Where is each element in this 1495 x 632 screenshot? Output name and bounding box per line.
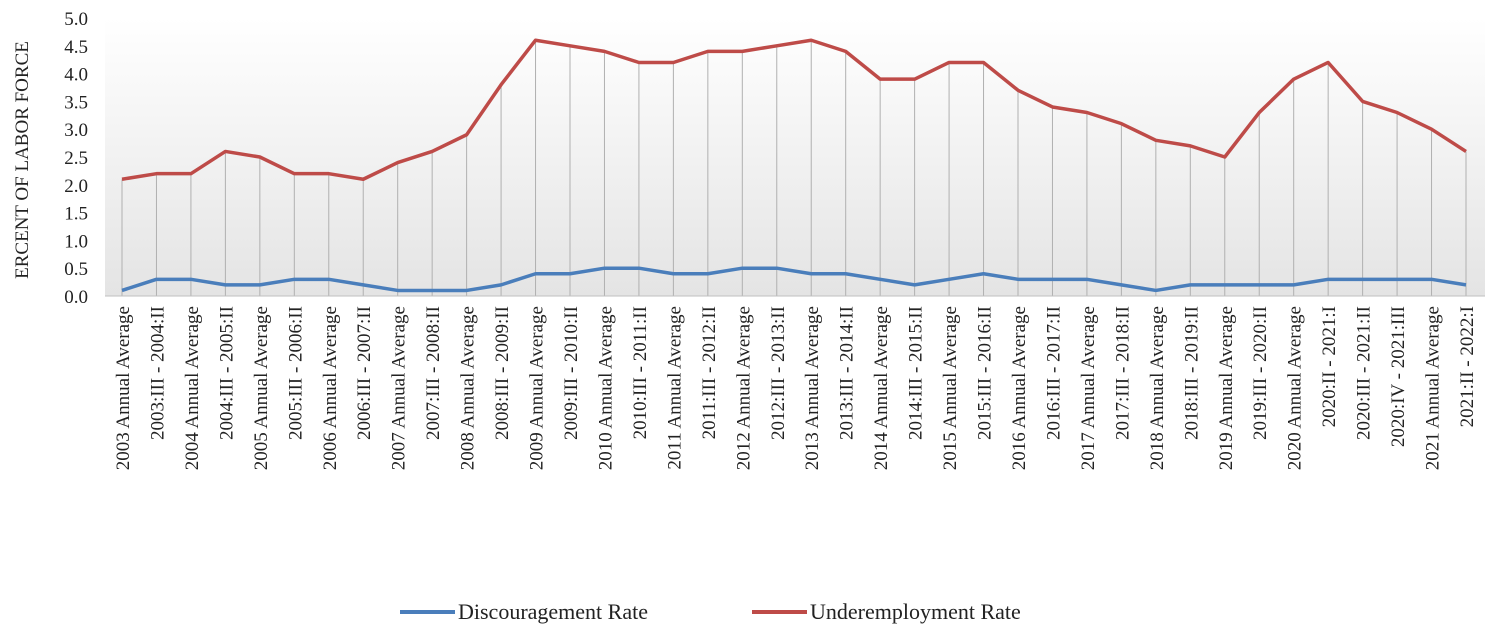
y-tick-label: 2.0 (64, 176, 88, 197)
x-tick-label: 2008:III - 2009:II (492, 306, 513, 440)
y-tick-label: 5.0 (64, 9, 88, 30)
x-tick-label: 2017 Annual Average (1078, 306, 1099, 470)
x-tick-label: 2012:III - 2013:II (768, 306, 789, 440)
legend-label: Underemployment Rate (810, 599, 1021, 624)
x-tick-label: 2019:III - 2020:II (1250, 306, 1271, 440)
series-line (121, 266, 1467, 293)
x-tick-label: 2012 Annual Average (733, 306, 754, 470)
x-tick-label: 2015:III - 2016:II (975, 306, 996, 440)
x-tick-label: 2010:III - 2011:II (630, 306, 651, 439)
series-line (121, 38, 1467, 181)
y-tick-label: 3.5 (64, 92, 88, 113)
x-tick-label: 2018:III - 2019:II (1181, 306, 1202, 440)
x-tick-label: 2008 Annual Average (458, 306, 479, 470)
x-tick-label: 2006 Annual Average (320, 306, 341, 470)
y-tick-label: 4.5 (64, 37, 88, 58)
x-tick-label: 2003:III - 2004:II (147, 306, 168, 440)
x-tick-label: 2006:III - 2007:II (354, 306, 375, 440)
x-tick-label: 2016 Annual Average (1009, 306, 1030, 470)
x-tick-label: 2005 Annual Average (251, 306, 272, 470)
y-tick-label: 4.0 (64, 65, 88, 86)
y-tick-label: 3.0 (64, 120, 88, 141)
x-tick-label: 2013 Annual Average (802, 306, 823, 470)
plot-background (105, 18, 1485, 296)
x-tick-label: 2016:III - 2017:II (1043, 306, 1064, 440)
x-tick-label: 2020 Annual Average (1285, 306, 1306, 470)
y-tick-label: 1.0 (64, 231, 88, 252)
y-tick-label: 0.0 (64, 287, 88, 308)
x-tick-label: 2018 Annual Average (1147, 306, 1168, 470)
y-axis-label: ERCENT OF LABOR FORCE (12, 41, 33, 279)
x-tick-label: 2009:III - 2010:II (561, 306, 582, 440)
x-tick-label: 2005:III - 2006:II (285, 306, 306, 440)
x-tick-label: 2007 Annual Average (389, 306, 410, 470)
x-tick-label: 2011:III - 2012:II (699, 306, 720, 439)
x-tick-label: 2017:III - 2018:II (1112, 306, 1133, 440)
x-tick-label: 2009 Annual Average (527, 306, 548, 470)
x-tick-label: 2020:III - 2021:II (1354, 306, 1375, 440)
x-tick-label: 2003 Annual Average (113, 306, 134, 470)
x-tick-label: 2004:III - 2005:II (216, 306, 237, 440)
y-tick-label: 0.5 (64, 259, 88, 280)
x-tick-label: 2020:II - 2021:I (1319, 306, 1340, 427)
x-tick-label: 2014 Annual Average (871, 306, 892, 470)
x-tick-label: 2015 Annual Average (940, 306, 961, 470)
x-tick-label: 2013:III - 2014:II (837, 306, 858, 440)
x-tick-label: 2021 Annual Average (1423, 306, 1444, 470)
x-tick-label: 2004 Annual Average (182, 306, 203, 470)
x-tick-label: 2014:III - 2015:II (906, 306, 927, 440)
x-tick-label: 2019 Annual Average (1216, 306, 1237, 470)
y-tick-label: 1.5 (64, 204, 88, 225)
x-tick-label: 2021:II - 2022:I (1457, 306, 1478, 427)
x-tick-label: 2010 Annual Average (595, 306, 616, 470)
legend-label: Discouragement Rate (458, 599, 648, 624)
y-tick-label: 2.5 (64, 148, 88, 169)
x-tick-label: 2007:III - 2008:II (423, 306, 444, 440)
x-tick-label: 2020:IV - 2021:III (1388, 306, 1409, 447)
x-tick-label: 2011 Annual Average (664, 306, 685, 470)
